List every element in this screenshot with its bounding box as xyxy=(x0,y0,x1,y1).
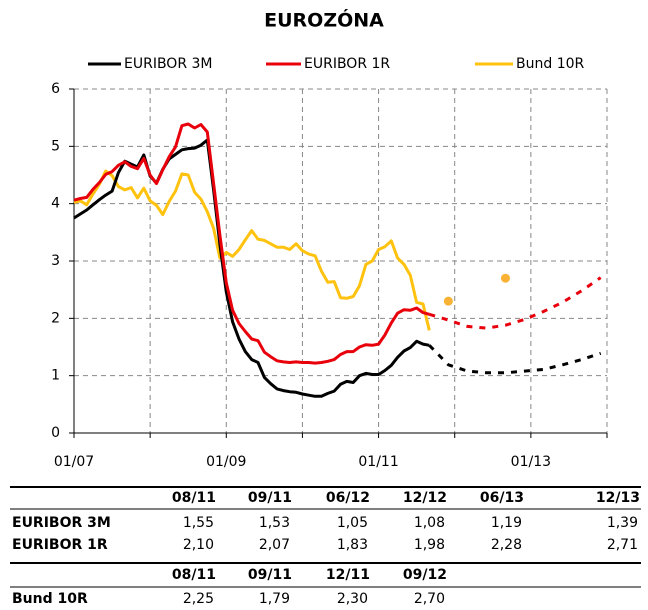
series-line xyxy=(73,138,430,398)
forecast-line xyxy=(428,344,602,375)
y-tick-label: 6 xyxy=(51,81,60,97)
forecast-line xyxy=(428,276,602,330)
forecast-point xyxy=(443,296,453,306)
table-cell: 2,30 xyxy=(337,591,368,607)
column-header: 12/12 xyxy=(403,490,447,506)
y-tick-label: 1 xyxy=(51,368,60,384)
column-header: 12/13 xyxy=(596,490,640,506)
table-cell: 2,07 xyxy=(259,537,290,553)
forecast-point xyxy=(500,273,510,283)
table-cell: 1,55 xyxy=(183,515,214,531)
row-label: Bund 10R xyxy=(12,591,88,607)
column-header: 09/11 xyxy=(248,567,292,583)
table-cell: 1,83 xyxy=(337,537,368,553)
table-cell: 2,10 xyxy=(183,537,214,553)
table-cell: 1,08 xyxy=(414,515,445,531)
table-cell: 2,25 xyxy=(183,591,214,607)
table-cell: 1,19 xyxy=(491,515,522,531)
table-cell: 1,05 xyxy=(337,515,368,531)
legend-label: Bund 10R xyxy=(516,56,585,72)
table-cell: 1,53 xyxy=(259,515,290,531)
column-header: 09/11 xyxy=(248,490,292,506)
y-tick-label: 4 xyxy=(51,196,60,212)
table-cell: 2,70 xyxy=(414,591,445,607)
table-cell: 2,71 xyxy=(607,537,638,553)
row-label: EURIBOR 3M xyxy=(12,515,111,531)
table-cell: 2,28 xyxy=(491,537,522,553)
legend-label: EURIBOR 3M xyxy=(124,56,213,72)
x-tick-label: 01/11 xyxy=(358,454,398,470)
column-header: 09/12 xyxy=(403,567,447,583)
column-header: 12/11 xyxy=(326,567,370,583)
legend-label: EURIBOR 1R xyxy=(304,56,390,72)
column-header: 08/11 xyxy=(172,567,216,583)
table-cell: 1,79 xyxy=(259,591,290,607)
chart-title: EUROZÓNA xyxy=(264,8,384,32)
table-cell: 1,39 xyxy=(607,515,638,531)
series-line xyxy=(73,169,431,331)
column-header: 08/11 xyxy=(172,490,216,506)
y-tick-label: 5 xyxy=(51,138,60,154)
x-tick-label: 01/07 xyxy=(54,454,94,470)
x-tick-label: 01/13 xyxy=(511,454,551,470)
table-cell: 1,98 xyxy=(414,537,445,553)
y-tick-label: 0 xyxy=(51,425,60,441)
row-label: EURIBOR 1R xyxy=(12,537,108,553)
column-header: 06/13 xyxy=(480,490,524,506)
x-tick-label: 01/09 xyxy=(206,454,246,470)
y-tick-label: 2 xyxy=(51,310,60,326)
series-line xyxy=(73,122,430,365)
column-header: 06/12 xyxy=(326,490,370,506)
y-tick-label: 3 xyxy=(51,253,60,269)
